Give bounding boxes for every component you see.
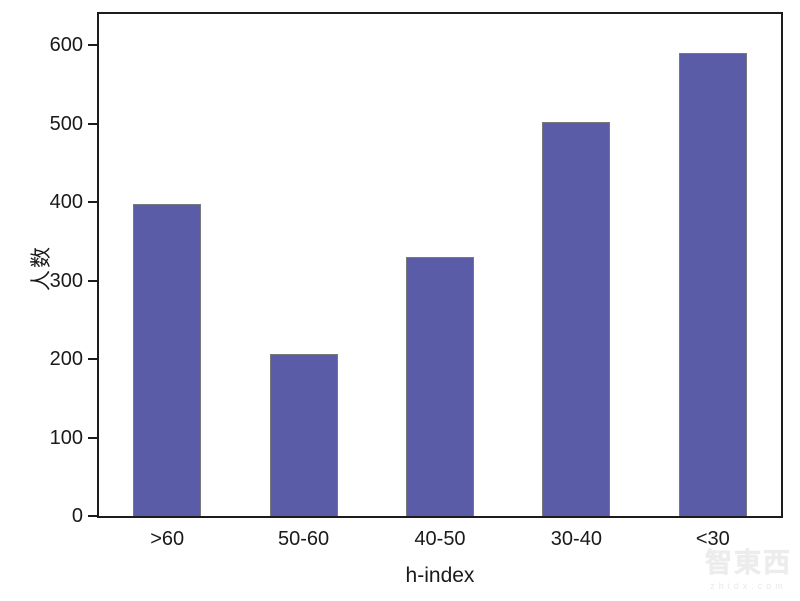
y-tick-mark [88, 436, 97, 439]
y-tick-mark [88, 279, 97, 282]
x-tick-label: 30-40 [550, 528, 602, 550]
bar-<30 [678, 53, 747, 516]
watermark: 智東西 zhidx.com [705, 541, 792, 591]
y-tick-label: 0 [71, 505, 83, 527]
y-tick-label: 500 [49, 112, 83, 135]
y-tick-label: 600 [49, 34, 83, 57]
x-tick-label: 50-60 [278, 528, 330, 550]
plot-area [97, 12, 783, 518]
y-tick-label: 200 [49, 348, 83, 371]
watermark-logo: 智東西 [705, 548, 792, 578]
y-tick-label: 300 [49, 269, 83, 292]
bar-50-60 [269, 353, 338, 516]
x-tick-label: <30 [695, 528, 730, 550]
bar->60 [133, 203, 202, 516]
x-axis-label: h-index [405, 564, 475, 587]
watermark-site: zhidx.com [710, 581, 787, 591]
x-tick-label: 40-50 [414, 528, 466, 550]
y-tick-mark [88, 515, 97, 517]
x-tick-label: >60 [150, 528, 185, 550]
y-tick-mark [88, 122, 97, 125]
y-tick-mark [88, 201, 97, 204]
bar-40-50 [406, 257, 474, 516]
y-tick-mark [88, 358, 97, 361]
y-tick-label: 100 [49, 426, 83, 449]
y-tick-mark [88, 44, 97, 47]
y-tick-label: 400 [49, 191, 83, 214]
bar-30-40 [542, 122, 611, 516]
